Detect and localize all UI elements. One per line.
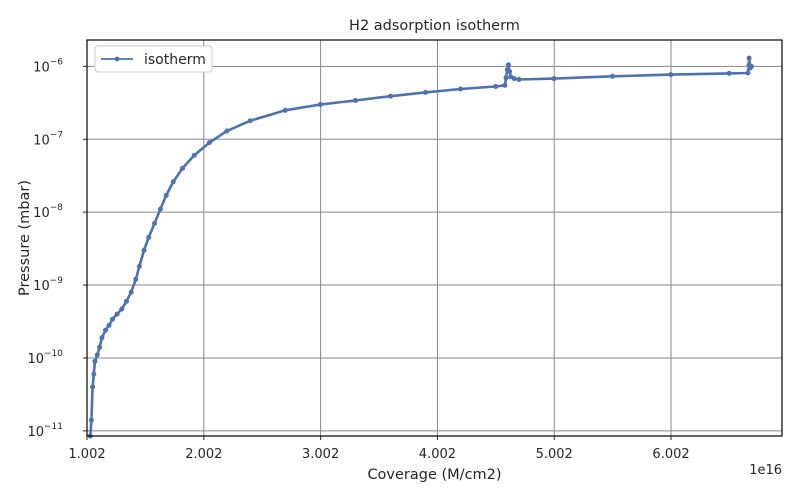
data-point — [170, 179, 176, 185]
x-tick-label: 2.002 — [185, 447, 222, 462]
data-point — [748, 63, 754, 69]
y-tick-label-base: 10 — [33, 133, 50, 148]
data-point — [388, 93, 393, 99]
y-tick-label: 10−10 — [27, 349, 63, 367]
legend-box — [94, 45, 213, 73]
data-point — [136, 264, 142, 269]
data-point — [97, 344, 103, 350]
y-tick-label-base: 10 — [33, 60, 50, 75]
y-tick-label-base: 10 — [27, 425, 44, 440]
data-point — [282, 107, 288, 113]
y-axis-label: Pressure (mbar) — [17, 180, 33, 296]
data-point — [128, 289, 134, 295]
data-point — [206, 140, 212, 146]
data-point — [458, 86, 463, 92]
x-tick-label: 5.002 — [536, 447, 573, 462]
data-point — [141, 247, 147, 253]
data-point — [668, 72, 674, 78]
y-tick-label-base: 10 — [27, 352, 44, 367]
data-point — [317, 102, 323, 107]
data-point — [511, 76, 517, 82]
data-point — [88, 417, 94, 423]
data-point — [103, 327, 108, 333]
data-point — [247, 118, 253, 124]
data-point — [163, 192, 169, 198]
data-point — [152, 221, 157, 226]
data-point — [746, 55, 752, 61]
ticks: 1.002 2.002 3.002 4.002 5.002 6.00210−1110−10… — [27, 57, 689, 462]
y-tick-label-exponent: −10 — [44, 349, 63, 359]
data-point — [91, 371, 97, 377]
y-tick-label: 10−8 — [33, 203, 63, 221]
y-tick-label-exponent: −9 — [50, 276, 64, 286]
x-tick-label: 6.002 — [652, 447, 689, 462]
y-tick-label: 10−9 — [33, 276, 63, 294]
y-tick-label: 10−11 — [27, 422, 63, 440]
legend-point-marker — [114, 56, 120, 62]
data-point — [124, 298, 129, 304]
data-point — [157, 206, 163, 212]
chart-title: H2 adsorption isotherm — [349, 18, 520, 34]
data-point — [119, 306, 125, 312]
x-tick-label: 4.002 — [419, 447, 456, 462]
data-point — [92, 358, 98, 364]
data-point — [99, 335, 105, 341]
plot-data — [87, 55, 754, 439]
data-point — [146, 234, 152, 240]
y-tick-label-base: 10 — [33, 206, 50, 221]
data-point — [551, 76, 557, 82]
y-tick-label: 10−7 — [33, 130, 63, 148]
x-tick-label: 1.002 — [68, 447, 105, 462]
y-tick-label: 10−6 — [33, 57, 63, 75]
y-tick-label-exponent: −7 — [50, 130, 63, 140]
data-point — [493, 84, 499, 89]
y-tick-label-exponent: −8 — [50, 203, 64, 213]
data-point — [609, 73, 615, 79]
data-point — [114, 311, 120, 317]
data-point — [191, 152, 197, 158]
data-point — [502, 82, 508, 88]
data-point — [90, 384, 96, 390]
data-point — [110, 316, 115, 322]
data-point — [505, 62, 511, 68]
legend-label-isotherm: isotherm — [144, 52, 206, 68]
legend: isotherm — [94, 45, 213, 73]
axes-frame — [86, 39, 783, 437]
y-tick-label-exponent: −6 — [50, 57, 64, 67]
data-point — [133, 276, 139, 282]
y-tick-label-exponent: −11 — [44, 422, 63, 432]
data-point — [745, 70, 751, 76]
data-point — [106, 322, 112, 328]
data-point — [224, 128, 230, 134]
y-tick-label-base: 10 — [33, 279, 50, 294]
data-point — [352, 98, 358, 103]
x-axis-label: Coverage (M/cm2) — [367, 467, 501, 483]
data-point — [516, 77, 522, 82]
data-point — [180, 165, 185, 171]
series-line-isotherm — [89, 56, 753, 438]
data-point — [507, 69, 513, 74]
x-axis-offset-label: 1e16 — [749, 463, 782, 478]
data-point — [94, 352, 100, 358]
x-tick-label: 3.002 — [302, 447, 339, 462]
data-point — [423, 89, 428, 95]
data-point — [726, 70, 732, 76]
data-point — [503, 75, 509, 81]
